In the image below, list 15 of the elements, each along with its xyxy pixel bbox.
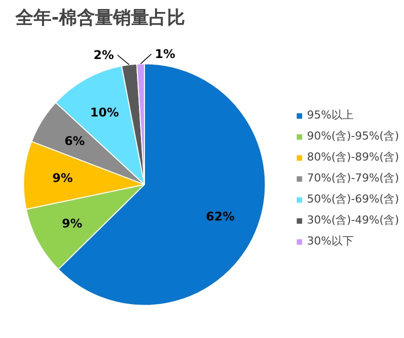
legend-label: 50%(含)-69%(含) [306,192,399,206]
data-label: 9% [52,171,73,186]
legend-label: 95%以上 [306,108,354,122]
data-label: 62% [206,209,235,224]
data-label: 2% [94,48,114,62]
data-label: 6% [64,134,85,148]
data-label: 9% [62,216,82,230]
legend-label: 30%以下 [306,234,354,248]
chart-title: 全年-棉含量销量占比 [14,8,185,28]
data-label: 10% [90,106,119,120]
legend-label: 70%(含)-79%(含) [306,170,399,186]
legend-label: 30%(含)-49%(含) [306,212,399,228]
data-label: 1% [154,47,176,62]
legend-label: 90%(含)-95%(含) [306,128,399,144]
legend-label: 80%(含)-89%(含) [306,150,399,164]
